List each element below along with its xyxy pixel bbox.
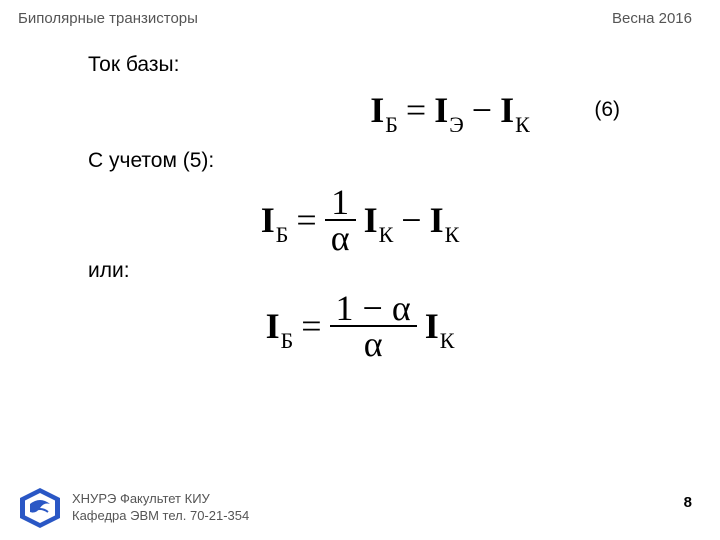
slide-footer: ХНУРЭ Факультет КИУ Кафедра ЭВМ тел. 70-… xyxy=(18,486,692,530)
slide-content: Ток базы: IБ = IЭ − IК (6) С учетом (5):… xyxy=(0,27,720,361)
eq3-fraction: 1 − α α xyxy=(330,291,417,361)
equation-8-row: IБ = 1 − α α IК xyxy=(0,291,720,361)
eq2-t2-sub: К xyxy=(445,222,460,247)
equation-7-row: IБ = 1 α IК − IК xyxy=(0,185,720,255)
section-label-2: С учетом (5): xyxy=(88,149,720,173)
eq2-t1-sub: К xyxy=(379,222,394,247)
footer-text: ХНУРЭ Факультет КИУ Кафедра ЭВМ тел. 70-… xyxy=(72,491,249,525)
equation-6: IБ = IЭ − IК xyxy=(370,89,530,131)
eq1-lhs-sub: Б xyxy=(385,112,398,137)
eq2-lhs-sub: Б xyxy=(276,222,289,247)
footer-line-2: Кафедра ЭВМ тел. 70-21-354 xyxy=(72,508,249,525)
footer-line-1: ХНУРЭ Факультет КИУ xyxy=(72,491,249,508)
eq2-frac-top: 1 xyxy=(325,185,355,219)
section-label-3: или: xyxy=(88,259,720,283)
slide-header: Биполярные транзисторы Весна 2016 xyxy=(0,0,720,27)
section-label-1: Ток базы: xyxy=(88,53,720,77)
university-logo-icon xyxy=(18,486,62,530)
eq1-r1-var: I xyxy=(434,90,448,130)
eq1-r2-var: I xyxy=(500,90,514,130)
footer-left: ХНУРЭ Факультет КИУ Кафедра ЭВМ тел. 70-… xyxy=(18,486,249,530)
eq2-lhs-var: I xyxy=(261,200,275,240)
eq2-frac-bot: α xyxy=(325,221,356,255)
eq3-lhs-sub: Б xyxy=(281,328,294,353)
eq2-t2-var: I xyxy=(430,200,444,240)
eq1-r1-sub: Э xyxy=(449,112,464,137)
eq3-t1-sub: К xyxy=(440,328,455,353)
equation-8: IБ = 1 − α α IК xyxy=(266,291,455,361)
eq2-fraction: 1 α xyxy=(325,185,356,255)
header-right: Весна 2016 xyxy=(612,10,692,27)
eq3-frac-bot: α xyxy=(358,327,389,361)
header-left: Биполярные транзисторы xyxy=(18,10,198,27)
eq1-r2-sub: К xyxy=(515,112,530,137)
eq3-frac-top: 1 − α xyxy=(330,291,417,325)
page-number: 8 xyxy=(684,494,692,511)
equation-6-row: IБ = IЭ − IК (6) xyxy=(0,89,720,131)
eq3-lhs-var: I xyxy=(266,306,280,346)
eq1-lhs-var: I xyxy=(370,90,384,130)
equation-number-6: (6) xyxy=(594,98,620,122)
equation-7: IБ = 1 α IК − IК xyxy=(261,185,460,255)
eq3-t1-var: I xyxy=(425,306,439,346)
eq2-t1-var: I xyxy=(364,200,378,240)
